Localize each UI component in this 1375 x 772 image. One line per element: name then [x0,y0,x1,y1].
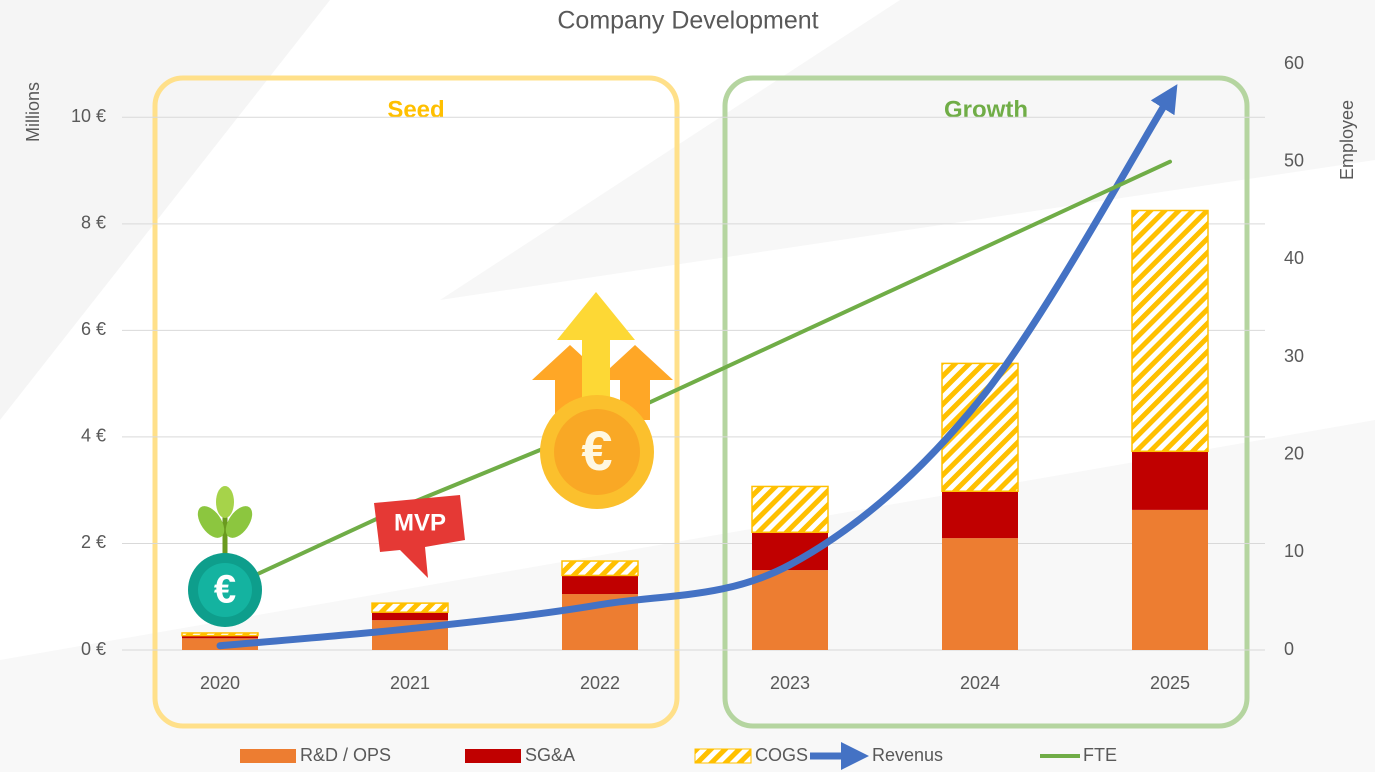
x-tick-label: 2022 [580,673,620,693]
y2-tick-label: 30 [1284,346,1304,366]
x-tick-label: 2021 [390,673,430,693]
bar-segment [1132,509,1208,650]
y-tick-label: 0 € [81,639,106,659]
legend-swatch [465,749,521,763]
svg-text:€: € [581,419,612,482]
bar-segment [182,635,258,639]
bar-segment [372,612,448,621]
y-tick-label: 8 € [81,213,106,233]
region-label: Seed [387,96,444,123]
annotation-text: MVP [394,509,446,536]
x-tick-label: 2024 [960,673,1000,693]
y2-tick-label: 50 [1284,150,1304,170]
x-tick-label: 2025 [1150,673,1190,693]
line-series [216,84,1178,650]
y2-tick-label: 10 [1284,541,1304,561]
bar-segment [942,491,1018,539]
bar-segment [942,538,1018,650]
y2-axis-label: Employee [1337,100,1357,180]
icons: € € MVP [188,292,673,627]
y2-tick-label: 20 [1284,443,1304,463]
legend-label: Revenus [872,745,943,765]
bar-segment [562,575,638,595]
legend-swatch [694,748,752,764]
annotation-flag [374,495,465,578]
bar-segment [1131,209,1209,453]
x-tick-label: 2020 [200,673,240,693]
y2-tick-label: 60 [1284,53,1304,73]
bar-segment [561,560,639,577]
legend-label: SG&A [525,745,575,765]
y-tick-label: 4 € [81,426,106,446]
legend-swatch [240,749,296,763]
seed-icon: € [188,486,262,627]
y-axis-label: Millions [23,82,43,142]
y-tick-label: 6 € [81,319,106,339]
y2-tick-label: 0 [1284,639,1294,659]
svg-text:€: € [214,568,236,612]
growth-icon: € [532,292,673,509]
region-box [722,75,1250,729]
x-tick-label: 2023 [770,673,810,693]
bar-segment [1132,451,1208,510]
region-box [152,75,680,729]
bar-segment [752,570,828,650]
y-tick-label: 10 € [71,106,106,126]
legend-label: COGS [755,745,808,765]
legend-label: R&D / OPS [300,745,391,765]
bar-segment [751,485,829,534]
y2-tick-label: 40 [1284,248,1304,268]
y-tick-label: 2 € [81,532,106,552]
plot-area: Seed Growth 0 € 2 € 4 € 6 € 8 € 10 € 0 10 20 30 40 50… [71,53,1304,770]
chart-title: Company Development [557,7,818,35]
bar-segment [181,632,259,637]
region-label: Growth [944,96,1028,123]
bar-segment [371,602,449,613]
legend-label: FTE [1083,745,1117,765]
